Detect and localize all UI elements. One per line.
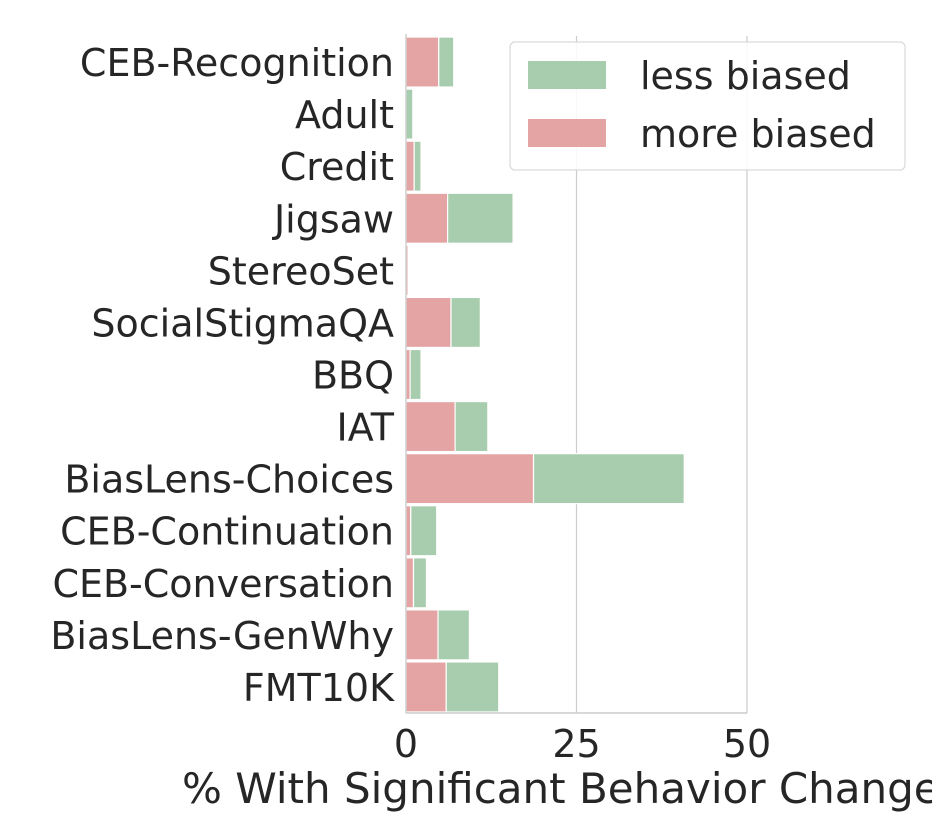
bar-less-biased-bbq — [409, 348, 422, 401]
bar-less-biased-socialstigmaqa — [450, 296, 481, 349]
bar-less-biased-iat — [454, 400, 489, 453]
legend-label-more-biased: more biased — [640, 112, 876, 156]
bar-less-biased-adult — [405, 88, 414, 140]
bar-less-biased-biaslens-genwhy — [437, 609, 471, 661]
y-tick-label-ceb-continuation: CEB-Continuation — [60, 510, 394, 554]
y-tick-label-ceb-recognition: CEB-Recognition — [80, 41, 394, 85]
y-tick-label-adult: Adult — [295, 93, 394, 137]
bar-less-biased-fmt10k — [445, 661, 500, 713]
y-tick-label-socialstigmaqa: SocialStigmaQA — [91, 301, 394, 345]
bar-more-biased-fmt10k — [405, 661, 447, 713]
bar-more-biased-jigsaw — [405, 192, 449, 244]
y-tick-label-stereoset: StereoSet — [208, 249, 394, 293]
bar-more-biased-ceb-conversation — [405, 557, 415, 609]
bar-more-biased-biaslens-genwhy — [405, 609, 439, 661]
labels-layer: CEB-Recognition Adult Credit Jigsaw StereoSe… — [50, 41, 771, 766]
legend-label-less-biased: less biased — [640, 54, 851, 98]
bar-more-biased-ceb-recognition — [405, 36, 440, 88]
y-tick-label-bbq: BBQ — [312, 354, 394, 398]
bar-less-biased-ceb-continuation — [410, 505, 438, 557]
x-tick-label-50: 50 — [723, 722, 771, 766]
x-axis-label: % With Significant Behavior Change — [182, 764, 932, 813]
bar-more-biased-ceb-continuation — [405, 505, 412, 557]
bar-more-biased-iat — [405, 400, 456, 453]
bars-layer — [405, 36, 685, 713]
bar-more-biased-credit — [405, 140, 415, 192]
y-tick-label-fmt10k: FMT10K — [243, 666, 395, 710]
x-tick-label-25: 25 — [552, 722, 600, 766]
legend-frame — [509, 41, 906, 171]
bar-less-biased-ceb-conversation — [412, 557, 428, 609]
bar-more-biased-biaslens-choices — [405, 453, 535, 505]
y-tick-label-jigsaw: Jigsaw — [272, 197, 394, 241]
bar-less-biased-credit — [413, 140, 422, 192]
axes-layer — [405, 34, 747, 714]
legend-swatch-less-biased — [528, 61, 606, 89]
bar-more-biased-socialstigmaqa — [405, 296, 452, 349]
x-tick-label-0: 0 — [394, 722, 418, 766]
bar-less-biased-jigsaw — [447, 192, 514, 244]
legend-swatch-more-biased — [528, 119, 606, 147]
y-tick-label-credit: Credit — [280, 145, 394, 189]
legend: less biased more biased — [509, 41, 906, 171]
y-tick-label-biaslens-choices: BiasLens-Choices — [64, 458, 394, 502]
bar-less-biased-biaslens-choices — [532, 453, 685, 505]
y-tick-label-iat: IAT — [337, 406, 395, 450]
bar-less-biased-ceb-recognition — [438, 36, 455, 88]
y-tick-label-ceb-conversation: CEB-Conversation — [52, 562, 394, 606]
y-tick-label-biaslens-genwhy: BiasLens-GenWhy — [50, 614, 394, 658]
